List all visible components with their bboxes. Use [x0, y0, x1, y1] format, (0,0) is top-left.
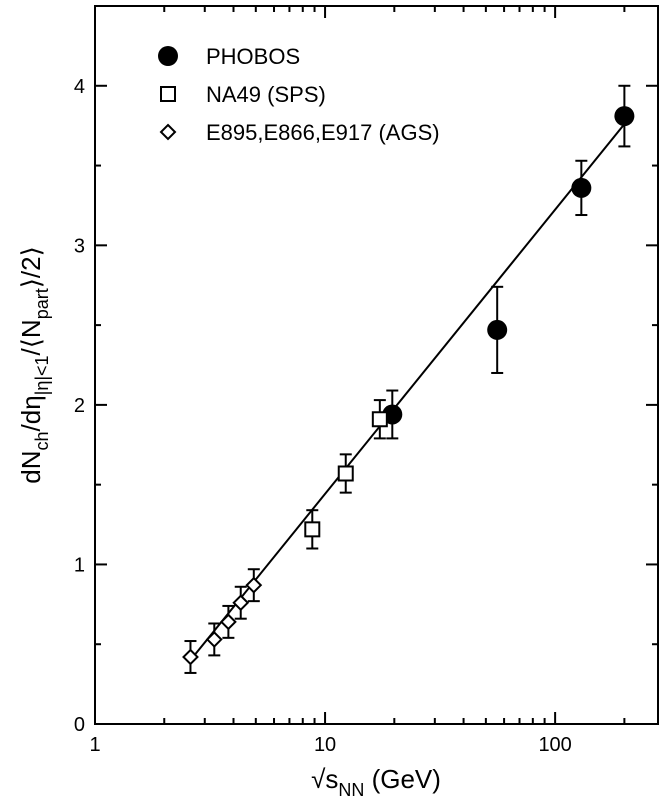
e895-e866-e917-ags-point: [205, 631, 223, 648]
phobos-point: [571, 177, 592, 198]
y-axis-title-p1: dN: [16, 450, 46, 483]
x-axis-ticks: 1 10 100: [89, 6, 626, 756]
y-tick-label: 0: [74, 714, 85, 736]
e895-e866-e917-ags-point: [245, 576, 263, 594]
y-axis-title-s3: part: [32, 288, 52, 319]
legend-marker-na49-sps: [160, 86, 176, 102]
x-tick-label: 100: [538, 734, 571, 756]
data-markers: [182, 84, 635, 674]
x-axis-title-root: √: [311, 764, 326, 794]
x-axis-title-sub: NN: [338, 780, 364, 800]
legend-marker-phobos: [158, 46, 178, 66]
legend: PHOBOS NA49 (SPS) E895,E866,E917 (AGS): [158, 44, 440, 145]
y-axis-title-p2: /dη: [16, 395, 46, 431]
x-tick-label: 1: [89, 734, 100, 756]
x-axis-title-s: s: [325, 764, 338, 794]
y-axis-title-p4: ⟩/2⟩: [16, 246, 46, 288]
y-tick-label: 2: [74, 395, 85, 417]
na49-sps-point: [304, 521, 321, 538]
legend-label-e895-e866-e917-ags: E895,E866,E917 (AGS): [206, 120, 440, 145]
y-axis-title-p3: /⟨N: [16, 319, 46, 355]
y-tick-label: 4: [74, 76, 85, 98]
fit-line: [189, 123, 626, 661]
e895-e866-e917-ags-point: [182, 648, 199, 666]
legend-label-na49-sps: NA49 (SPS): [206, 82, 326, 107]
x-tick-label: 10: [314, 734, 336, 756]
y-tick-label: 1: [74, 554, 85, 576]
e895-e866-e917-ags-point: [232, 594, 250, 612]
y-axis-title: dNch/dη|η|<1/⟨Npart⟩/2⟩: [16, 246, 52, 483]
e895-e866-e917-ags-point: [219, 613, 237, 631]
legend-marker-e895-e866-e917-ags: [159, 123, 177, 141]
na49-sps-point: [337, 465, 354, 482]
na49-sps-point: [371, 411, 388, 428]
x-axis-title-unit: (GeV): [364, 764, 441, 794]
y-axis-title-s2: |η|<1: [32, 355, 52, 395]
phobos-point: [614, 106, 635, 127]
y-tick-label: 3: [74, 235, 85, 257]
y-axis-ticks: 0 1 2 3 4: [74, 76, 658, 736]
x-axis-title: √sNN (GeV): [311, 764, 441, 800]
legend-label-phobos: PHOBOS: [206, 44, 300, 69]
plot-frame: [94, 5, 659, 725]
y-axis-title-s1: ch: [32, 431, 52, 450]
phobos-point: [487, 319, 508, 340]
